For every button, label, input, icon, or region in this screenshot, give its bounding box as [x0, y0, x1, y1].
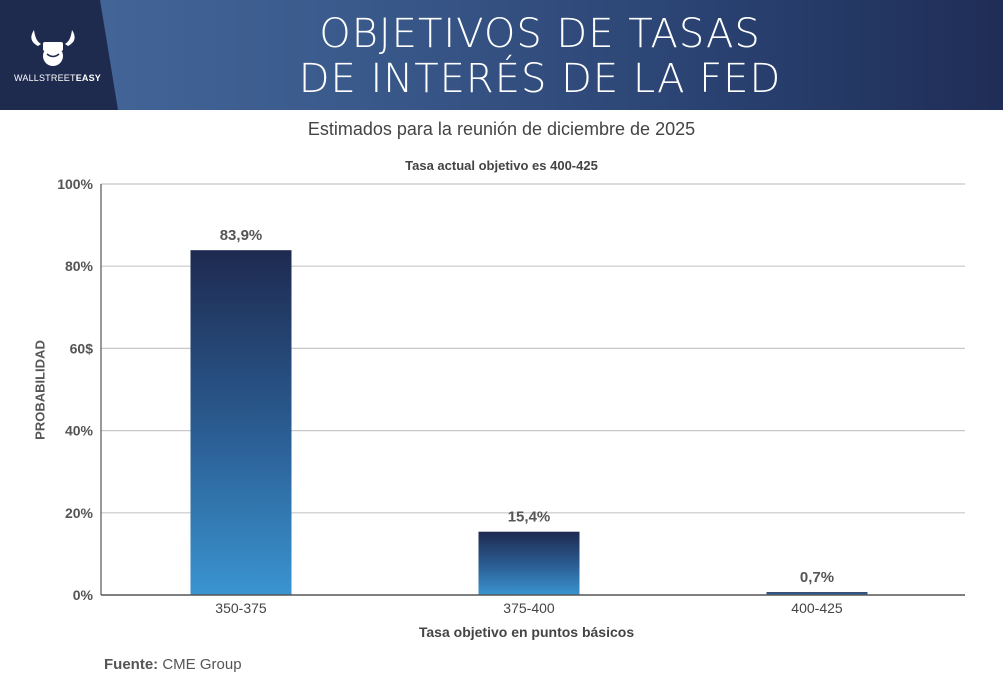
subtitle: Estimados para la reunión de diciembre d…: [307, 119, 696, 139]
bar-350-375: [190, 250, 292, 595]
logo-wordmark: WALLSTREETEASY: [14, 73, 101, 83]
bar-400-425: [766, 592, 868, 595]
logo-panel: WALLSTREETEASY: [0, 0, 118, 110]
source-value: CME Group: [162, 656, 242, 673]
y-tick-label: 0%: [73, 587, 94, 603]
chart-title: Tasa actual objetivo es 400-425: [405, 158, 598, 173]
x-tick-label: 400-425: [791, 600, 843, 616]
y-tick-label: 60$: [70, 340, 94, 356]
source-label: Fuente:: [104, 656, 159, 673]
bar-value-label: 0,7%: [800, 569, 834, 586]
x-axis-label: Tasa objetivo en puntos básicos: [418, 624, 635, 640]
bar-value-label: 83,9%: [220, 227, 263, 244]
y-tick-label: 80%: [65, 258, 94, 274]
page-title-line1: OBJETIVOS DE TASAS: [319, 11, 761, 57]
x-tick-label: 350-375: [215, 600, 267, 616]
bar-375-400: [478, 531, 580, 595]
y-tick-label: 100%: [57, 176, 93, 192]
y-tick-label: 20%: [65, 505, 94, 521]
y-tick-label: 40%: [65, 423, 94, 439]
x-tick-label: 375-400: [503, 600, 555, 616]
source-note: Fuente: CME Group: [104, 656, 242, 673]
bar-value-label: 15,4%: [508, 509, 551, 526]
bull-fist-logo-icon: [31, 30, 75, 66]
page-title-line2: DE INTERÉS DE LA FED: [298, 56, 782, 102]
header-banner: WALLSTREETEASY OBJETIVOS DE TASAS DE INT…: [0, 0, 1003, 110]
